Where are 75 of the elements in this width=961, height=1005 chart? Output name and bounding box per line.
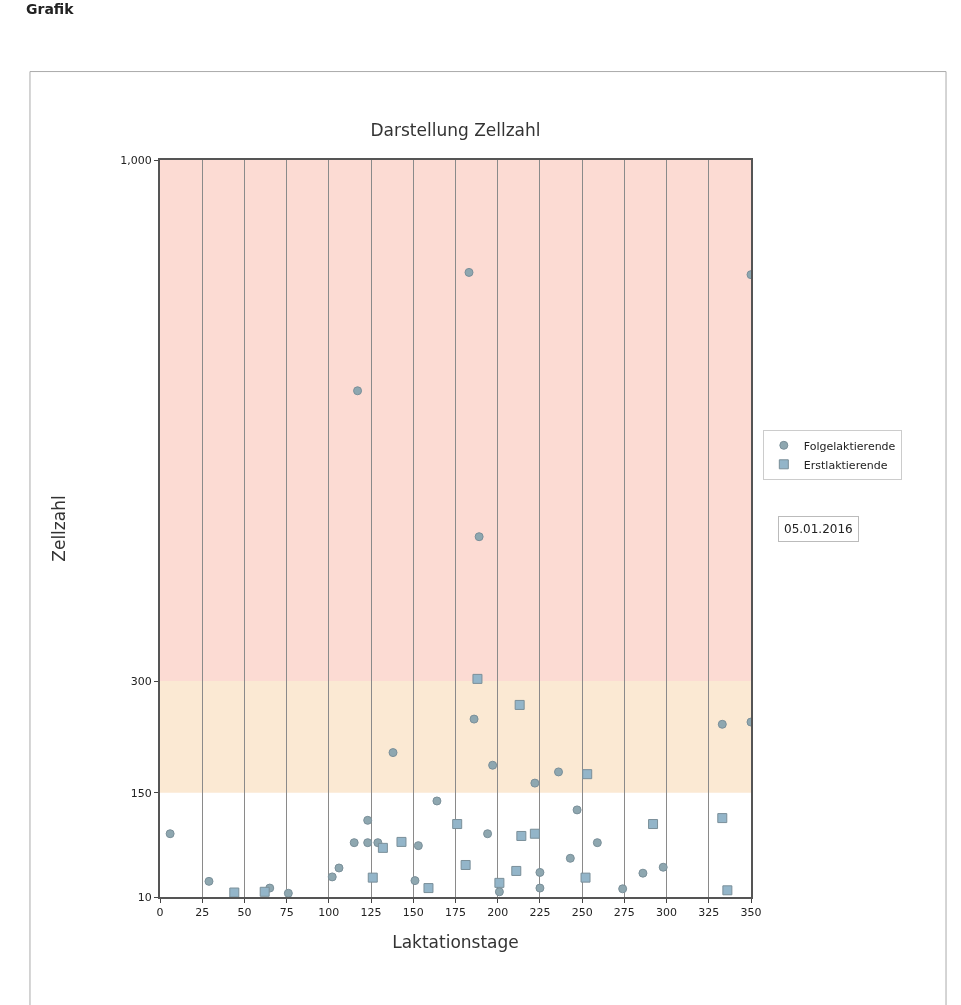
x-tick-label: 50: [237, 906, 252, 920]
x-tick-label: 350: [740, 906, 762, 920]
y-axis-title: Zellzahl: [49, 495, 70, 562]
point: [396, 836, 407, 847]
y-tick-label: 1,000: [120, 153, 152, 167]
x-tick-label: 300: [656, 906, 678, 920]
x-tick-label: 25: [195, 906, 210, 920]
x-tick-label: 75: [279, 906, 294, 920]
point: [580, 872, 591, 883]
x-tick-label: 0: [156, 906, 164, 920]
point: [658, 862, 668, 872]
point: [582, 769, 593, 780]
point: [363, 838, 373, 848]
point: [717, 719, 727, 729]
legend-label: Erstlaktierende: [803, 458, 888, 472]
point: [229, 887, 240, 897]
point: [388, 748, 398, 758]
x-tick-label: 100: [318, 906, 340, 920]
point: [432, 796, 442, 806]
legend-label: Folgelaktierende: [803, 439, 896, 453]
point: [618, 884, 628, 894]
point: [353, 386, 363, 396]
point: [259, 886, 270, 897]
x-tick-label: 275: [613, 906, 635, 920]
point: [204, 876, 214, 886]
y-tick-label: 10: [137, 890, 152, 904]
point: [535, 867, 545, 877]
point: [460, 859, 471, 870]
point: [494, 877, 505, 888]
x-tick-label: 250: [571, 906, 593, 920]
point: [488, 760, 498, 770]
x-tick-label: 175: [445, 906, 466, 920]
point: [592, 838, 602, 848]
point: [494, 887, 504, 897]
x-tick-label: 200: [487, 906, 509, 920]
point: [472, 673, 483, 684]
point: [474, 532, 484, 542]
point: [565, 853, 575, 863]
point: [283, 888, 293, 897]
point: [367, 872, 378, 883]
point: [638, 868, 648, 878]
point: [423, 883, 434, 894]
point: [165, 829, 175, 839]
y-tick-label: 150: [130, 786, 152, 800]
point: [648, 819, 659, 830]
chart-title: Darstellung Zellzahl: [370, 119, 541, 140]
point: [327, 872, 337, 882]
text: Grafik: [26, 1, 75, 17]
point: [535, 883, 545, 893]
point: [410, 876, 420, 886]
point: [483, 829, 493, 839]
point: [334, 863, 344, 873]
point: [514, 699, 525, 710]
point: [516, 830, 527, 841]
point: [452, 819, 463, 830]
point: [530, 778, 540, 788]
point: [413, 841, 423, 851]
point: [722, 885, 733, 896]
point: [349, 838, 359, 848]
point: [377, 842, 388, 853]
x-tick-label: 125: [360, 906, 382, 920]
point: [554, 767, 563, 777]
point: [529, 828, 540, 839]
point: [717, 813, 728, 824]
x-tick-label: 225: [529, 906, 551, 920]
text: 05.01.2016: [784, 522, 853, 536]
point: [572, 805, 582, 815]
point: [363, 815, 373, 825]
x-axis-title: Laktationstage: [392, 932, 519, 953]
point: [511, 865, 522, 876]
x-tick-label: 150: [402, 906, 424, 920]
point: [469, 714, 479, 724]
point: [464, 267, 474, 277]
y-tick-label: 300: [130, 674, 152, 688]
x-tick-label: 325: [698, 906, 720, 920]
